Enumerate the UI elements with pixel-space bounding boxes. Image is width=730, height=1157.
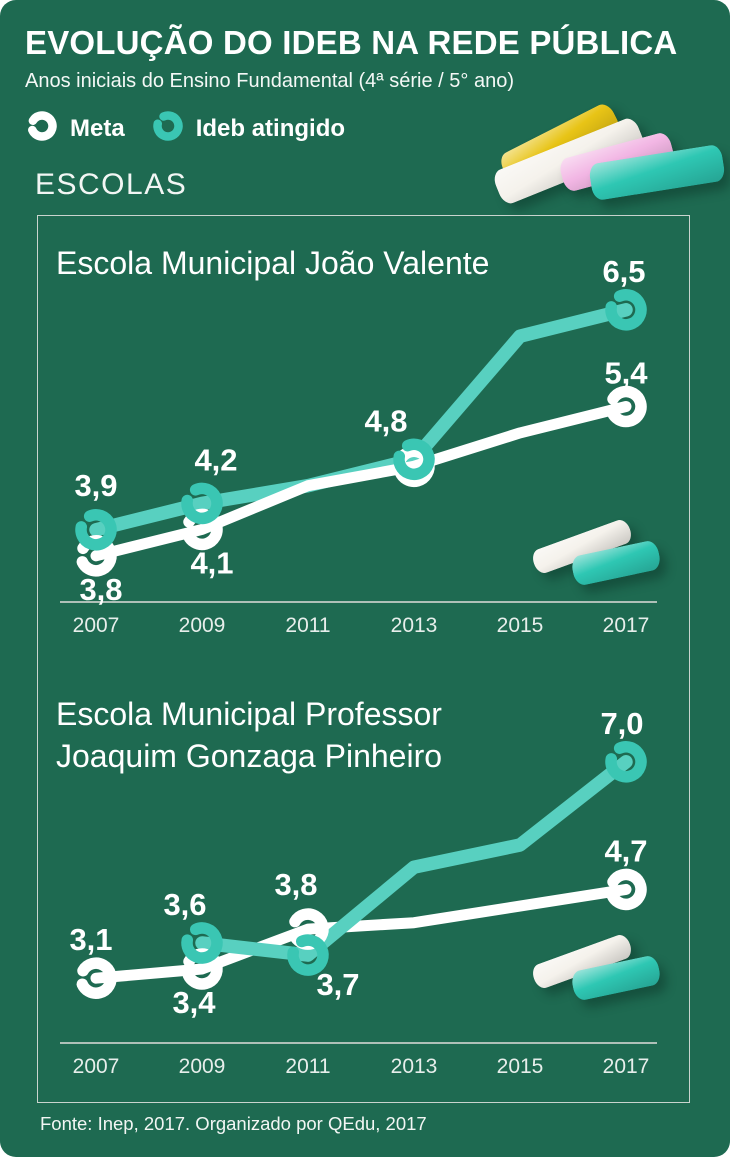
ideb-value-label-2011: 3,7 — [316, 967, 359, 1002]
legend-item-meta: Meta — [25, 109, 125, 148]
section-heading: ESCOLAS — [35, 168, 188, 201]
chart-1: 2007 2009 2011 2013 2015 2017 3,8 4,1 5,4 3,9 4,2 4… — [38, 216, 691, 661]
meta-marker-2017 — [605, 868, 647, 911]
ideb-marker-2017 — [605, 289, 647, 331]
x-tick-2007: 2007 — [73, 614, 120, 637]
meta-value-label-2009: 4,1 — [190, 545, 233, 580]
chart-1-canvas: 2007 2009 2011 2013 2015 2017 3,8 4,1 5,4 3,9 4,2 4… — [60, 254, 657, 637]
legend-item-ideb: Ideb atingido — [151, 109, 345, 148]
ideb-value-label-2009: 3,6 — [163, 887, 206, 922]
chart-2-title: Escola Municipal Professor Joaquim Gonzag… — [56, 696, 443, 774]
x-tick-2007: 2007 — [73, 1055, 120, 1078]
ideb-value-label-2017: 7,0 — [600, 706, 643, 741]
meta-value-label-2017: 5,4 — [604, 356, 648, 391]
meta-marker-2017 — [605, 385, 647, 428]
header: EVOLUÇÃO DO IDEB NA REDE PÚBLICA Anos in… — [25, 24, 705, 148]
ideb-ring-icon — [151, 109, 185, 148]
x-tick-2013: 2013 — [391, 614, 438, 637]
ideb-marker-2007 — [75, 509, 117, 551]
ideb-marker-2009 — [181, 922, 223, 964]
meta-line — [90, 401, 632, 562]
x-tick-2009: 2009 — [179, 614, 226, 637]
x-tick-2013: 2013 — [391, 1055, 438, 1078]
legend-label-ideb: Ideb atingido — [195, 114, 346, 142]
meta-marker-2007 — [75, 957, 117, 999]
ideb-value-label-2009: 4,2 — [194, 442, 237, 477]
meta-value-label-2011: 3,8 — [274, 867, 317, 902]
x-tick-2017: 2017 — [603, 614, 650, 637]
page-subtitle: Anos iniciais do Ensino Fundamental (4ª … — [25, 70, 514, 92]
ideb-line — [89, 303, 633, 537]
x-tick-2015: 2015 — [497, 1055, 544, 1078]
x-tick-2011: 2011 — [285, 614, 330, 637]
meta-value-label-2007: 3,1 — [69, 922, 112, 957]
meta-value-label-2017: 4,7 — [604, 833, 647, 868]
chart-box: 2007 2009 2011 2013 2015 2017 3,8 4,1 5,4 3,9 4,2 4… — [37, 215, 690, 1103]
page-title: EVOLUÇÃO DO IDEB NA REDE PÚBLICA — [25, 24, 678, 61]
ideb-marker-2017 — [605, 741, 647, 783]
x-tick-2011: 2011 — [285, 1055, 330, 1078]
legend: Meta Ideb atingido — [25, 109, 705, 148]
ideb-marker-2009 — [181, 482, 223, 525]
ideb-value-label-2007: 3,9 — [74, 468, 117, 503]
x-tick-2009: 2009 — [179, 1055, 226, 1078]
ideb-marker-2011 — [287, 934, 329, 976]
ideb-marker-2013 — [393, 438, 435, 481]
x-tick-2015: 2015 — [497, 614, 544, 637]
x-tick-2017: 2017 — [603, 1055, 650, 1078]
chart-1-title: Escola Municipal João Valente — [56, 245, 490, 281]
ideb-value-label-2017: 6,5 — [602, 254, 645, 289]
meta-value-label-2007: 3,8 — [79, 572, 122, 607]
legend-label-meta: Meta — [70, 114, 125, 142]
chart-2: 2007 2009 2011 2013 2015 2017 3,1 3,4 3,8 4,7 3,6 3… — [38, 661, 691, 1104]
meta-ring-icon — [25, 109, 59, 148]
ideb-line — [195, 755, 633, 962]
meta-value-label-2009: 3,4 — [172, 985, 216, 1020]
footer-source: Fonte: Inep, 2017. Organizado por QEdu, … — [40, 1113, 427, 1134]
ideb-value-label-2013: 4,8 — [364, 403, 407, 438]
chart-2-canvas: 2007 2009 2011 2013 2015 2017 3,1 3,4 3,8 4,7 3,6 3… — [60, 706, 657, 1078]
